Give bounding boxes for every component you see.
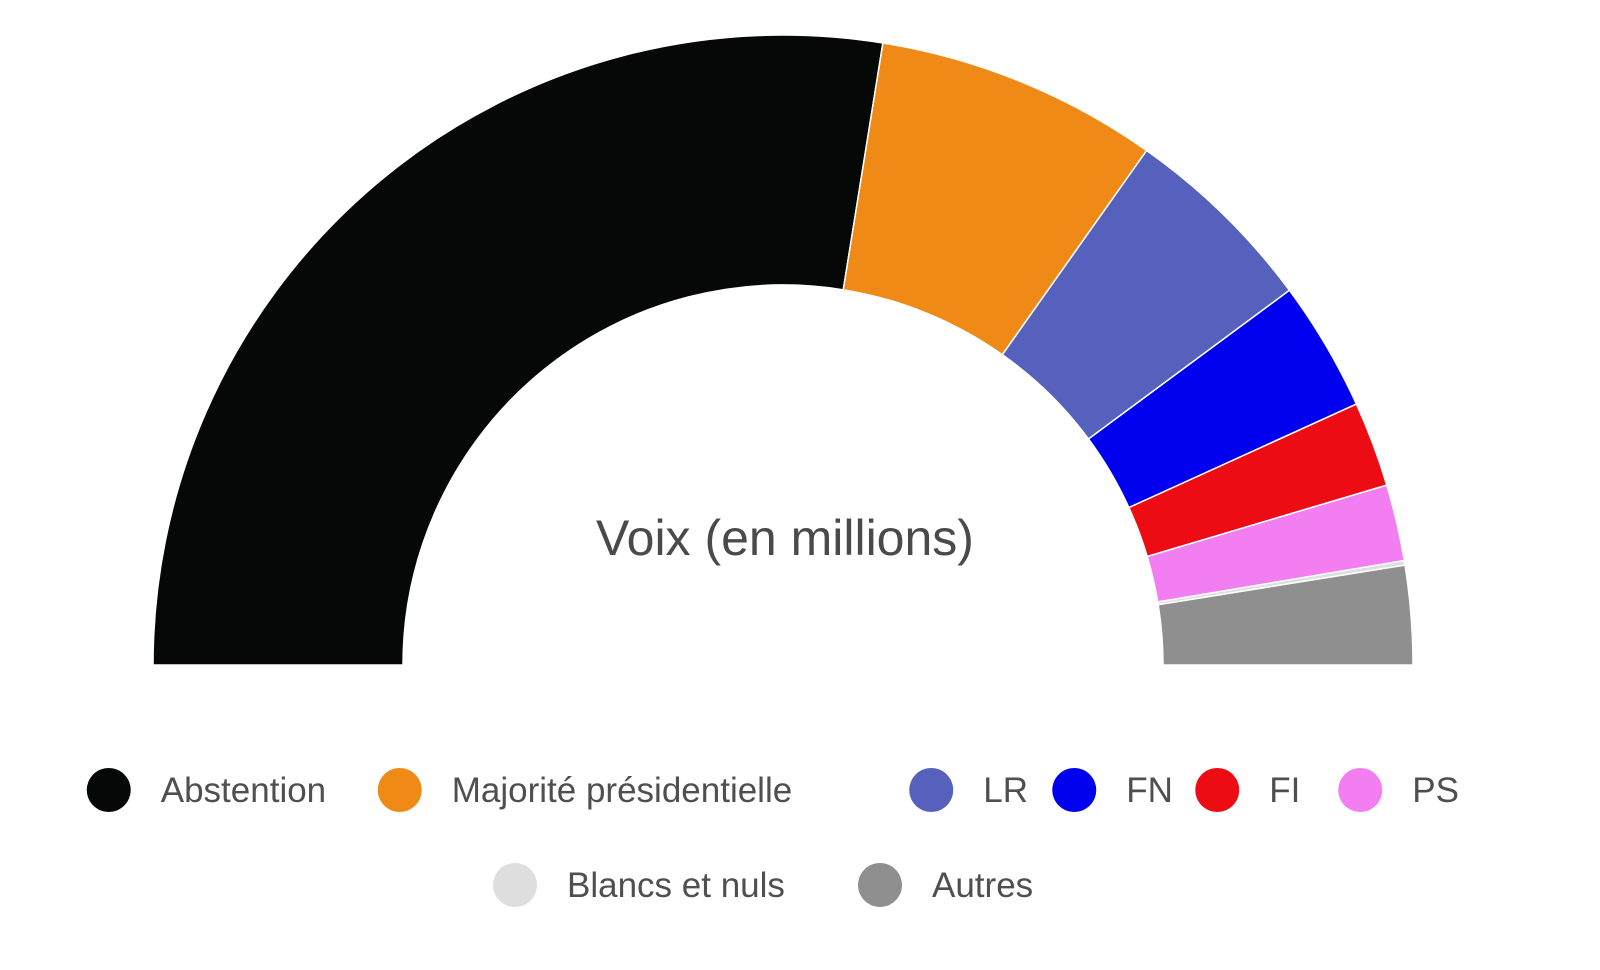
legend-swatch-ps bbox=[1338, 768, 1383, 812]
slice-abstention[interactable] bbox=[152, 34, 884, 666]
legend-item-fn[interactable]: FN bbox=[1052, 768, 1173, 812]
legend-label-blancs-et-nuls: Blancs et nuls bbox=[567, 866, 785, 905]
legend-label-ps: PS bbox=[1412, 771, 1459, 810]
legend-swatch-fi bbox=[1195, 768, 1240, 812]
legend-swatch-lr bbox=[909, 768, 954, 812]
legend-swatch-blancs-et-nuls bbox=[493, 863, 537, 907]
legend-item-fi[interactable]: FI bbox=[1195, 768, 1300, 812]
legend-label-abstention: Abstention bbox=[161, 771, 326, 810]
legend-label-majorite-presidentielle: Majorité présidentielle bbox=[452, 771, 792, 810]
legend-label-fn: FN bbox=[1126, 771, 1173, 810]
legend-item-blancs-et-nuls[interactable]: Blancs et nuls bbox=[493, 863, 785, 907]
legend-swatch-majorite-presidentielle bbox=[377, 768, 422, 812]
legend-label-autres: Autres bbox=[932, 866, 1033, 905]
slice-autres[interactable] bbox=[1157, 564, 1414, 666]
legend-item-majorite-presidentielle[interactable]: Majorité présidentielle bbox=[377, 768, 792, 812]
legend-item-abstention[interactable]: Abstention bbox=[86, 768, 326, 812]
legend-label-lr: LR bbox=[983, 771, 1028, 810]
legend-swatch-autres bbox=[858, 863, 902, 907]
legend-item-autres[interactable]: Autres bbox=[858, 863, 1033, 907]
legend-swatch-fn bbox=[1052, 768, 1097, 812]
legend-item-lr[interactable]: LR bbox=[909, 768, 1028, 812]
chart-title: Voix (en millions) bbox=[596, 510, 974, 566]
legend-item-ps[interactable]: PS bbox=[1338, 768, 1459, 812]
chart-legend: Abstention Majorité présidentielle LR FN FI P… bbox=[86, 768, 1459, 907]
legend-swatch-abstention bbox=[86, 768, 131, 812]
chart-slices bbox=[152, 34, 1414, 666]
legend-label-fi: FI bbox=[1269, 771, 1300, 810]
